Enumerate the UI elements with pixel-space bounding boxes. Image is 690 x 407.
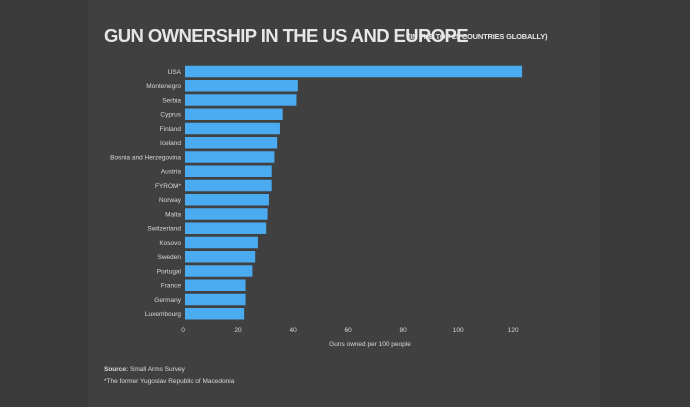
source-note: Source: Small Arms Survey (104, 366, 185, 373)
footnote: *The former Yugoslav Republic of Macedon… (104, 378, 235, 385)
category-label: Germany (154, 297, 181, 304)
bar-portugal (185, 265, 253, 277)
bar-luxembourg (185, 308, 245, 320)
x-axis-title: Guns owned per 100 people (329, 341, 411, 348)
bar-usa (185, 65, 523, 78)
category-label: France (161, 283, 182, 290)
source-text: Small Arms Survey (130, 366, 185, 373)
x-tick-label: 100 (453, 327, 464, 334)
x-tick-label: 20 (234, 327, 242, 334)
bar-france (185, 279, 246, 291)
x-tick-label: 60 (345, 327, 353, 334)
category-label: Serbia (162, 97, 181, 104)
bar-bosnia-and-herzegovina (185, 151, 275, 163)
bars-layer (185, 65, 523, 320)
category-label: Luxembourg (145, 311, 182, 318)
chart-subtitle: (IN THE TOP 25 COUNTRIES GLOBALLY) (408, 32, 548, 41)
category-label: FYROM* (155, 183, 181, 190)
category-label: Iceland (160, 140, 181, 147)
x-tick-label: 80 (400, 327, 408, 334)
x-tick-label: 0 (181, 327, 185, 334)
category-label: Bosnia and Herzegovina (110, 154, 181, 161)
category-label: USA (168, 69, 182, 76)
category-label: Sweden (158, 254, 182, 261)
chart-title: GUN OWNERSHIP IN THE US AND EUROPE (104, 25, 469, 46)
category-label: Cyprus (160, 112, 181, 119)
category-label: Portugal (157, 268, 182, 275)
source-label: Source: (104, 366, 129, 373)
bar-germany (185, 293, 246, 306)
bar-cyprus (185, 108, 283, 120)
bar-iceland (185, 137, 278, 149)
category-label: Switzerland (147, 226, 181, 233)
category-label: Kosovo (159, 240, 181, 247)
bar-kosovo (185, 236, 258, 249)
category-label: Finland (160, 126, 182, 133)
bar-fyrom (185, 179, 272, 192)
category-label: Norway (159, 197, 182, 204)
category-labels: USA Montenegro Serbia Cyprus Finland Iceland B… (110, 69, 182, 318)
bar-finland (185, 122, 280, 135)
bar-malta (185, 208, 268, 220)
bar-sweden (185, 251, 256, 263)
x-axis-ticks: 0 20 40 60 80 100 120 (181, 327, 519, 334)
category-label: Austria (161, 169, 182, 176)
x-tick-label: 120 (508, 327, 519, 334)
bar-serbia (185, 94, 297, 106)
bar-austria (185, 165, 272, 177)
category-label: Malta (165, 211, 181, 218)
bar-switzerland (185, 222, 267, 234)
category-label: Montenegro (146, 83, 181, 90)
x-tick-label: 40 (289, 327, 297, 334)
bar-norway (185, 194, 269, 206)
bar-montenegro (185, 80, 298, 92)
